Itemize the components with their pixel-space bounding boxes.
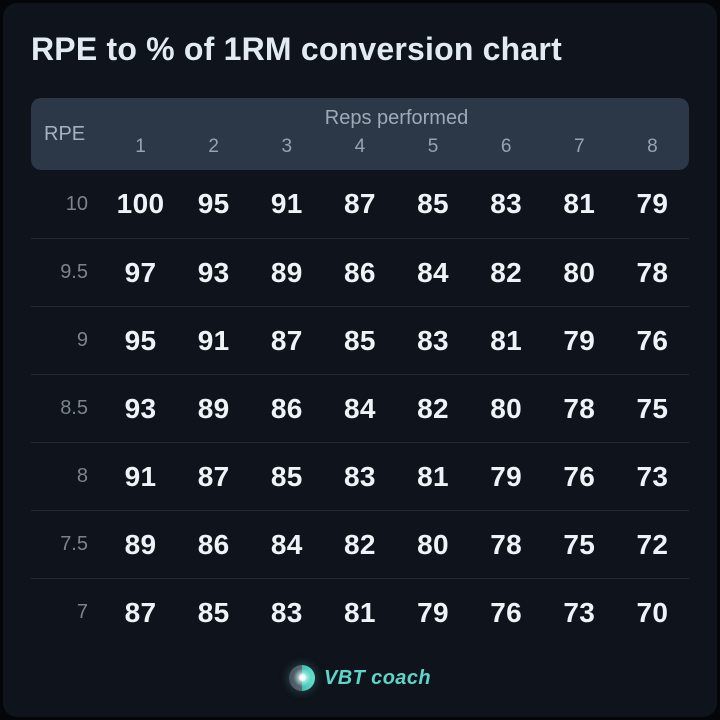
percent-1rm-cell: 85 (197, 596, 230, 628)
brand-footer: VBT coach (31, 658, 689, 698)
percent-1rm-cell: 73 (563, 596, 596, 628)
percent-1rm-cell: 75 (636, 392, 669, 424)
table-row: 7.5 89 86 84 82 80 78 75 72 (31, 510, 689, 578)
column-header: 6 (500, 136, 512, 157)
conversion-chart-card: RPE to % of 1RM conversion chart RPE Rep… (3, 3, 717, 717)
percent-1rm-cell: 79 (563, 324, 596, 356)
percent-1rm-cell: 86 (197, 528, 230, 560)
percent-1rm-cell: 81 (490, 324, 523, 356)
percent-1rm-cell: 83 (490, 188, 523, 219)
percent-1rm-cell: 82 (343, 528, 376, 560)
percent-1rm-cell: 89 (270, 256, 303, 288)
table-row: 9.5 97 93 89 86 84 82 80 78 (31, 238, 689, 306)
percent-1rm-cell: 91 (124, 460, 157, 492)
percent-1rm-cell: 75 (563, 528, 596, 560)
table-row: 8 91 87 85 83 81 79 76 73 (31, 442, 689, 510)
percent-1rm-cell: 95 (197, 188, 230, 219)
percent-1rm-cell: 93 (124, 392, 157, 424)
table-body: 10 100 95 91 87 85 83 81 79 9.5 97 93 89 86 84 82 80 7… (31, 170, 689, 646)
percent-1rm-cell: 72 (636, 528, 669, 560)
percent-1rm-cell: 79 (417, 596, 450, 628)
percent-1rm-cell: 73 (636, 460, 669, 492)
percent-1rm-cell: 81 (563, 188, 596, 219)
rpe-label: 7 (76, 601, 88, 623)
table-row: 7 87 85 83 81 79 76 73 70 (31, 578, 689, 646)
percent-1rm-cell: 84 (417, 256, 450, 288)
reps-header-group: Reps performed 1 2 3 4 5 6 7 8 (104, 98, 689, 170)
percent-1rm-cell: 76 (490, 596, 523, 628)
percent-1rm-cell: 83 (343, 460, 376, 492)
percent-1rm-cell: 80 (490, 392, 523, 424)
brand-name: VBT coach (324, 666, 431, 689)
column-headers: 1 2 3 4 5 6 7 8 (104, 130, 689, 170)
rpe-axis-label: RPE (44, 122, 86, 145)
rpe-label: 10 (65, 192, 88, 215)
percent-1rm-cell: 78 (490, 528, 523, 560)
rpe-label: 8 (76, 465, 88, 487)
percent-1rm-cell: 79 (636, 188, 669, 219)
sphere-logo-icon (289, 665, 316, 691)
percent-1rm-cell: 95 (124, 324, 157, 356)
percent-1rm-cell: 76 (563, 460, 596, 492)
table-row: 8.5 93 89 86 84 82 80 78 75 (31, 374, 689, 442)
percent-1rm-cell: 83 (417, 324, 450, 356)
page-title: RPE to % of 1RM conversion chart (31, 31, 562, 67)
column-header: 1 (135, 136, 146, 157)
percent-1rm-cell: 93 (197, 256, 230, 288)
percent-1rm-cell: 78 (636, 256, 669, 288)
percent-1rm-cell: 82 (417, 392, 450, 424)
percent-1rm-cell: 70 (636, 596, 669, 628)
rpe-label: 7.5 (60, 533, 88, 555)
percent-1rm-cell: 82 (490, 256, 523, 288)
column-header: 5 (427, 136, 439, 157)
percent-1rm-cell: 89 (124, 528, 157, 560)
reps-performed-label: Reps performed (324, 107, 469, 129)
table-header: RPE Reps performed 1 2 3 4 5 6 7 8 (31, 98, 689, 170)
table-row: 9 95 91 87 85 83 81 79 76 (31, 306, 689, 374)
percent-1rm-cell: 86 (270, 392, 303, 424)
rpe-label: 9 (76, 329, 88, 351)
percent-1rm-cell: 80 (417, 528, 450, 560)
percent-1rm-cell: 87 (124, 596, 157, 628)
percent-1rm-cell: 83 (270, 596, 303, 628)
column-header: 7 (574, 136, 585, 157)
percent-1rm-cell: 85 (343, 324, 376, 356)
rpe-label: 8.5 (60, 397, 88, 419)
percent-1rm-cell: 84 (270, 528, 303, 560)
percent-1rm-cell: 79 (490, 460, 523, 492)
percent-1rm-cell: 87 (343, 188, 376, 219)
percent-1rm-cell: 89 (197, 392, 230, 424)
percent-1rm-cell: 91 (197, 324, 230, 356)
percent-1rm-cell: 87 (270, 324, 303, 356)
percent-1rm-cell: 81 (417, 460, 450, 492)
percent-1rm-cell: 84 (343, 392, 376, 424)
rpe-label: 9.5 (60, 261, 88, 283)
percent-1rm-cell: 87 (197, 460, 230, 492)
percent-1rm-cell: 100 (116, 188, 165, 219)
percent-1rm-cell: 97 (124, 256, 157, 288)
percent-1rm-cell: 76 (636, 324, 669, 356)
table-row: 10 100 95 91 87 85 83 81 79 (31, 170, 689, 238)
percent-1rm-cell: 85 (270, 460, 303, 492)
column-header: 2 (208, 136, 219, 157)
percent-1rm-cell: 91 (270, 188, 303, 219)
column-header: 4 (354, 136, 366, 157)
percent-1rm-cell: 85 (417, 188, 450, 219)
column-header: 8 (647, 136, 658, 157)
percent-1rm-cell: 80 (563, 256, 596, 288)
column-header: 3 (281, 136, 293, 157)
percent-1rm-cell: 86 (343, 256, 376, 288)
percent-1rm-cell: 81 (343, 596, 376, 628)
percent-1rm-cell: 78 (563, 392, 596, 424)
